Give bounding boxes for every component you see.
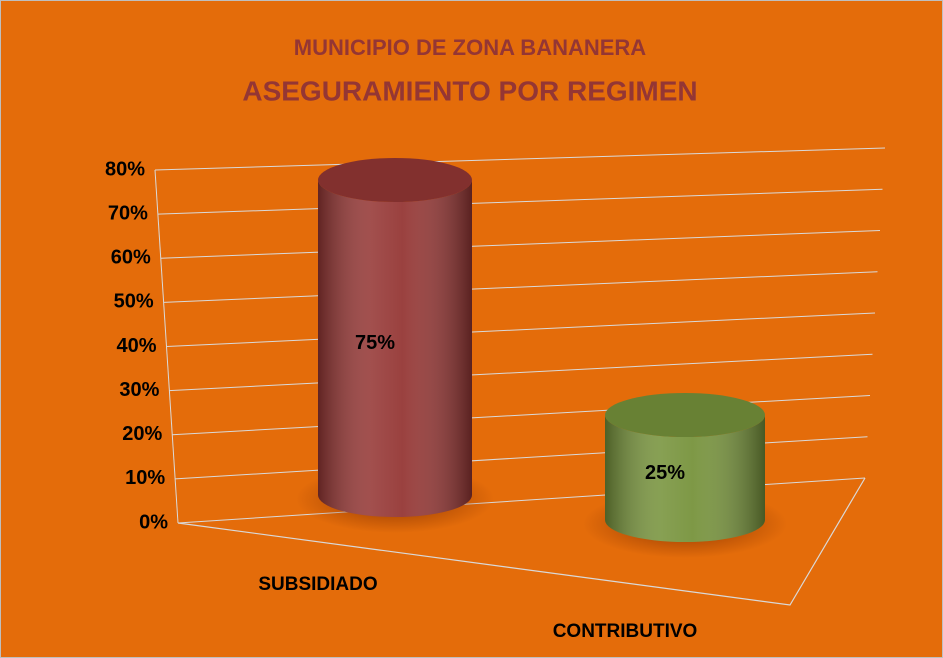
x-tick-label: CONTRIBUTIVO bbox=[553, 621, 698, 642]
y-tick-label: 40% bbox=[116, 335, 156, 357]
value-label: 25% bbox=[645, 462, 685, 484]
grid-line bbox=[172, 395, 871, 436]
y-tick-label: 0% bbox=[139, 511, 168, 533]
y-tick-label: 80% bbox=[105, 158, 145, 180]
y-axis bbox=[154, 169, 179, 524]
chart-title: MUNICIPIO DE ZONA BANANERA bbox=[294, 35, 647, 60]
y-tick-label: 30% bbox=[119, 379, 159, 401]
bar-top-shade bbox=[318, 158, 472, 202]
y-tick-label: 70% bbox=[108, 202, 148, 224]
grid-line bbox=[163, 271, 878, 303]
bar-shading bbox=[605, 415, 765, 542]
x-tick-label: SUBSIDIADO bbox=[258, 574, 377, 595]
grid-line bbox=[166, 312, 876, 347]
bar-top bbox=[605, 393, 765, 437]
floor-edge bbox=[177, 477, 866, 606]
bar-top bbox=[318, 158, 472, 202]
value-label: 75% bbox=[355, 332, 395, 354]
chart-subtitle: ASEGURAMIENTO POR REGIMEN bbox=[242, 75, 697, 106]
grid-line bbox=[157, 188, 883, 215]
y-tick-label: 50% bbox=[114, 291, 154, 313]
grid-line bbox=[154, 147, 886, 171]
grid-line bbox=[169, 353, 873, 392]
y-tick-label: 60% bbox=[111, 247, 151, 269]
grid-line bbox=[160, 230, 881, 259]
bar-shading bbox=[318, 180, 472, 517]
bar-top-shade bbox=[605, 393, 765, 437]
y-tick-label: 10% bbox=[125, 467, 165, 489]
y-tick-label: 20% bbox=[122, 423, 162, 445]
